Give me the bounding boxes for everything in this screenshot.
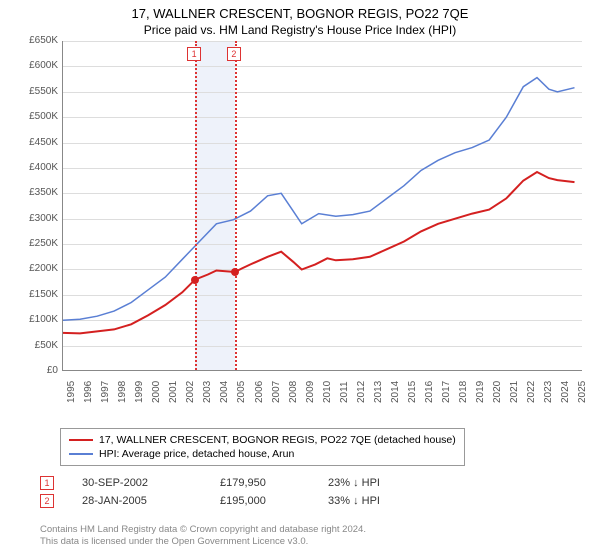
x-tick-label: 1999 — [134, 381, 145, 403]
data-point — [191, 276, 199, 284]
x-tick-label: 2008 — [288, 381, 299, 403]
x-tick-label: 2007 — [271, 381, 282, 403]
series-property — [63, 172, 575, 333]
legend-item: HPI: Average price, detached house, Arun — [69, 447, 456, 461]
x-tick-label: 2010 — [322, 381, 333, 403]
x-tick-label: 2025 — [577, 381, 588, 403]
footer-text: Contains HM Land Registry data © Crown c… — [40, 524, 366, 549]
y-tick-label: £450K — [16, 137, 58, 148]
y-tick-label: £200K — [16, 263, 58, 274]
x-tick-label: 2002 — [185, 381, 196, 403]
x-tick-label: 2019 — [475, 381, 486, 403]
y-tick-label: £400K — [16, 162, 58, 173]
y-tick-label: £300K — [16, 213, 58, 224]
x-tick-label: 2015 — [407, 381, 418, 403]
x-tick-label: 2020 — [492, 381, 503, 403]
transaction-row: 228-JAN-2005£195,00033% ↓ HPI — [40, 492, 380, 510]
y-tick-label: £550K — [16, 86, 58, 97]
y-tick-label: £500K — [16, 111, 58, 122]
y-tick-label: £150K — [16, 289, 58, 300]
x-tick-label: 2001 — [168, 381, 179, 403]
y-tick-label: £650K — [16, 35, 58, 46]
y-tick-label: £350K — [16, 187, 58, 198]
x-tick-label: 2014 — [390, 381, 401, 403]
y-tick-label: £250K — [16, 238, 58, 249]
data-point — [231, 268, 239, 276]
x-tick-label: 2011 — [339, 381, 350, 403]
x-tick-label: 2006 — [254, 381, 265, 403]
marker-2: 2 — [227, 47, 241, 61]
x-tick-label: 2017 — [441, 381, 452, 403]
x-tick-label: 2013 — [373, 381, 384, 403]
line-layer — [63, 41, 583, 371]
marker-1: 1 — [187, 47, 201, 61]
x-tick-label: 2000 — [151, 381, 162, 403]
x-tick-label: 2005 — [236, 381, 247, 403]
x-tick-label: 2009 — [305, 381, 316, 403]
x-tick-label: 2018 — [458, 381, 469, 403]
y-tick-label: £50K — [16, 340, 58, 351]
x-tick-label: 2004 — [219, 381, 230, 403]
chart-area: £0 £50K £100K £150K £200K £250K £300K £350K £400… — [10, 41, 590, 411]
plot-region — [62, 41, 582, 371]
x-tick-label: 1996 — [83, 381, 94, 403]
chart-title: 17, WALLNER CRESCENT, BOGNOR REGIS, PO22… — [0, 0, 600, 21]
x-tick-label: 2023 — [543, 381, 554, 403]
footer-line-1: Contains HM Land Registry data © Crown c… — [40, 524, 366, 536]
y-tick-label: £100K — [16, 314, 58, 325]
transactions-block: 130-SEP-2002£179,95023% ↓ HPI228-JAN-200… — [40, 474, 380, 510]
x-tick-label: 1995 — [66, 381, 77, 403]
x-tick-label: 2016 — [424, 381, 435, 403]
chart-subtitle: Price paid vs. HM Land Registry's House … — [0, 21, 600, 41]
y-tick-label: £0 — [16, 365, 58, 376]
footer-line-2: This data is licensed under the Open Gov… — [40, 536, 366, 548]
x-tick-label: 2024 — [560, 381, 571, 403]
y-tick-label: £600K — [16, 60, 58, 71]
legend-box: 17, WALLNER CRESCENT, BOGNOR REGIS, PO22… — [60, 428, 465, 466]
series-hpi — [63, 78, 575, 321]
x-tick-label: 2012 — [356, 381, 367, 403]
x-tick-label: 2021 — [509, 381, 520, 403]
x-tick-label: 1998 — [117, 381, 128, 403]
x-tick-label: 2022 — [526, 381, 537, 403]
x-tick-label: 1997 — [100, 381, 111, 403]
legend-item: 17, WALLNER CRESCENT, BOGNOR REGIS, PO22… — [69, 433, 456, 447]
transaction-row: 130-SEP-2002£179,95023% ↓ HPI — [40, 474, 380, 492]
x-tick-label: 2003 — [202, 381, 213, 403]
